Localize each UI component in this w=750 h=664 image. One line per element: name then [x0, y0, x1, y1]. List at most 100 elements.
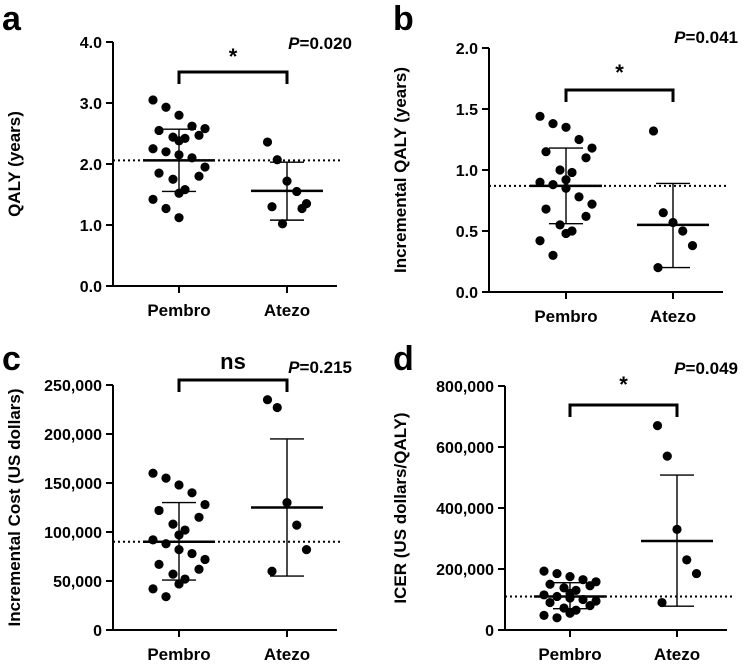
p-value: P=0.215	[288, 358, 352, 377]
p-value-symbol: P	[674, 28, 686, 47]
significance-label: *	[619, 372, 628, 397]
data-point	[587, 143, 597, 153]
data-point	[187, 488, 197, 498]
y-tick-label: 200,000	[44, 427, 102, 444]
data-point	[148, 95, 158, 105]
data-point	[552, 613, 562, 623]
data-point	[154, 559, 164, 569]
data-point	[545, 597, 555, 608]
data-point	[561, 122, 571, 132]
data-point	[574, 192, 584, 202]
p-value: P=0.041	[674, 28, 738, 47]
data-point	[161, 203, 171, 214]
data-point	[200, 554, 210, 565]
data-point	[559, 583, 569, 593]
y-tick-label: 0.0	[456, 285, 478, 302]
y-tick-label: 0.5	[456, 224, 478, 241]
panel-letter: d	[393, 340, 414, 378]
data-point	[541, 147, 551, 157]
data-point	[168, 519, 178, 529]
significance-bracket	[177, 378, 289, 392]
p-value: P=0.020	[288, 34, 352, 53]
data-point	[691, 568, 702, 579]
y-tick-label: 1.0	[80, 218, 102, 235]
x-category-label: Atezo	[264, 645, 310, 664]
panel-a: a 0.0 1.0 2.0 3.0 4.0 Pembro Atezo QALY (years) *…	[2, 0, 352, 320]
panel-letter: c	[2, 340, 21, 378]
data-point	[161, 473, 171, 483]
data-point	[648, 126, 659, 136]
y-tick-label: 2.0	[80, 157, 102, 174]
data-point	[267, 202, 277, 212]
data-point	[161, 102, 171, 112]
y-tick-label: 50,000	[53, 574, 102, 591]
panel-d: d 0 200,000 400,000 600,000 800,000 Pembro Atez…	[391, 340, 738, 664]
x-category-label: Pembro	[534, 307, 597, 326]
data-point	[581, 153, 591, 163]
data-point	[561, 228, 571, 239]
y-tick-label: 0.0	[80, 279, 102, 296]
data-point	[174, 213, 184, 223]
data-point	[587, 199, 597, 209]
significance-bracket	[564, 88, 675, 102]
y-axis-label: QALY (years)	[5, 111, 24, 217]
y-tick-label: 1.5	[456, 102, 478, 119]
data-point	[585, 601, 595, 611]
data-point	[535, 177, 545, 187]
p-value: P=0.049	[674, 359, 738, 378]
significance-label: *	[229, 44, 238, 69]
y-tick-label: 0	[93, 623, 102, 640]
y-tick-label: 100,000	[44, 525, 102, 542]
data-point	[272, 155, 282, 165]
data-point	[168, 569, 178, 579]
x-category-label: Pembro	[147, 645, 210, 664]
data-point	[194, 171, 204, 181]
y-tick-label: 400,000	[436, 501, 494, 518]
p-value-symbol: P	[674, 359, 686, 378]
x-category-label: Pembro	[147, 301, 210, 320]
data-point	[187, 548, 197, 559]
significance-label: *	[615, 60, 624, 85]
data-point	[154, 168, 164, 178]
data-point	[567, 167, 577, 178]
data-point	[545, 579, 555, 589]
data-point	[148, 194, 158, 204]
data-point	[297, 203, 307, 214]
data-point	[678, 226, 688, 236]
y-tick-label: 250,000	[44, 378, 102, 395]
y-axis-label: Incremental Cost (US dollars)	[5, 388, 24, 626]
data-point	[548, 250, 558, 260]
x-category-label: Atezo	[654, 645, 700, 664]
significance-label: ns	[220, 349, 246, 374]
data-point	[585, 581, 595, 591]
data-point	[301, 545, 312, 555]
data-point	[161, 592, 171, 602]
data-point	[555, 220, 565, 230]
data-point	[194, 564, 204, 574]
y-tick-label: 200,000	[436, 562, 494, 579]
data-point	[148, 535, 158, 545]
data-point	[535, 236, 545, 246]
significance-bracket	[568, 403, 679, 417]
y-tick-label: 3.0	[80, 96, 102, 113]
data-point	[535, 111, 545, 121]
data-point	[174, 110, 184, 120]
data-point	[657, 597, 667, 608]
data-point	[174, 579, 184, 589]
data-point	[168, 174, 178, 184]
data-point	[581, 211, 591, 221]
p-value-number: =0.049	[686, 359, 738, 378]
data-point	[148, 584, 158, 594]
x-category-label: Atezo	[650, 307, 696, 326]
y-tick-label: 150,000	[44, 476, 102, 493]
panel-letter: a	[2, 0, 22, 38]
data-point	[277, 219, 288, 229]
p-value-number: =0.215	[300, 358, 352, 377]
p-value-number: =0.020	[300, 34, 352, 53]
data-point	[539, 590, 549, 600]
significance-bracket	[177, 70, 289, 84]
data-point	[200, 124, 210, 134]
data-point	[174, 480, 184, 490]
data-point	[161, 147, 171, 157]
